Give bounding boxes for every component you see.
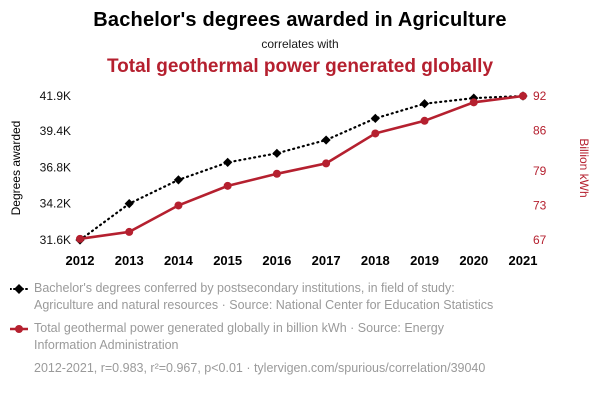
legend-text-geothermal: Total geothermal power generated globall… [34,321,444,352]
svg-text:31.6K: 31.6K [40,233,71,247]
right-axis-title: Billion kWh [577,138,591,198]
black-dotted-diamond-icon [10,284,28,294]
svg-text:92: 92 [533,89,547,103]
chart-plot: 31.6K 34.2K 36.8K 39.4K 41.9K 67 73 79 86 92 2012 2… [40,89,547,268]
svg-text:2018: 2018 [361,253,390,268]
chart-area: Degrees awarded Billion kWh 31.6K 34.2K 36… [0,82,600,278]
svg-text:2020: 2020 [459,253,488,268]
svg-text:2021: 2021 [509,253,538,268]
svg-text:2019: 2019 [410,253,439,268]
correlates-with-label: correlates with [261,37,339,51]
red-solid-circle-icon [10,325,28,334]
svg-text:67: 67 [533,233,547,247]
chart-header: Bachelor's degrees awarded in Agricultur… [0,0,600,78]
svg-text:39.4K: 39.4K [40,124,71,138]
stats-footer: 2012-2021, r=0.983, r²=0.967, p<0.01 · t… [34,360,486,375]
page-title: Bachelor's degrees awarded in Agricultur… [93,9,507,31]
legend-item-geothermal: Total geothermal power generated globall… [10,320,590,353]
svg-text:2013: 2013 [115,253,144,268]
svg-text:2012: 2012 [66,253,95,268]
svg-text:2016: 2016 [262,253,291,268]
svg-text:86: 86 [533,124,547,138]
svg-text:41.9K: 41.9K [40,89,71,103]
svg-text:79: 79 [533,164,547,178]
svg-text:73: 73 [533,198,547,212]
svg-text:2015: 2015 [213,253,242,268]
legend: Bachelor's degrees conferred by postseco… [0,278,600,354]
svg-text:34.2K: 34.2K [40,197,71,211]
svg-text:2014: 2014 [164,253,194,268]
left-axis-title: Degrees awarded [9,120,23,216]
svg-text:36.8K: 36.8K [40,160,71,174]
svg-text:2017: 2017 [312,253,341,268]
legend-text-degrees: Bachelor's degrees conferred by postseco… [34,281,494,312]
legend-item-degrees: Bachelor's degrees conferred by postseco… [10,280,590,313]
secondary-title: Total geothermal power generated globall… [106,56,494,77]
